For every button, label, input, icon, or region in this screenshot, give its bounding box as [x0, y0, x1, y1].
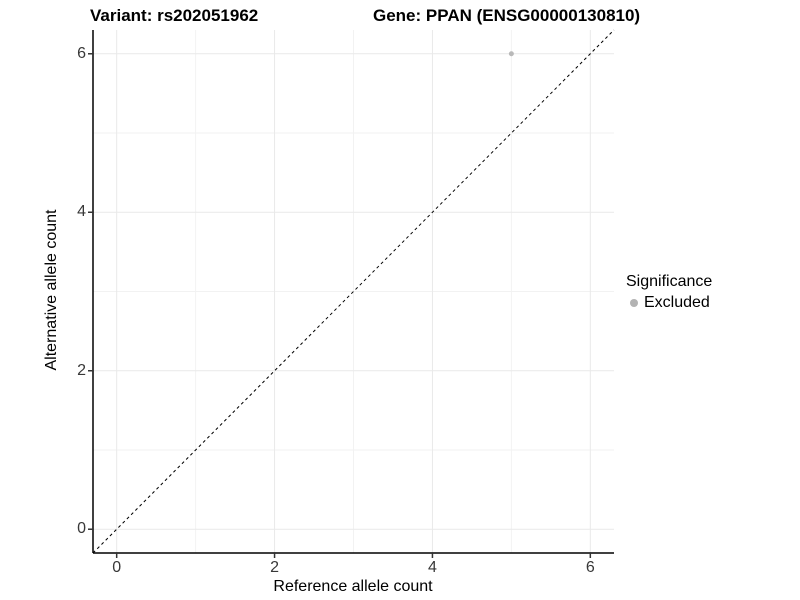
legend-entry-label: Excluded: [644, 294, 710, 311]
y-axis-title: Alternative allele count: [43, 209, 60, 371]
x-tick-label: 2: [270, 559, 279, 576]
data-point: [508, 51, 514, 57]
y-tick-label: 0: [77, 520, 86, 538]
x-axis-title: Reference allele count: [273, 578, 433, 595]
y-tick-label: 2: [77, 361, 86, 379]
variant-title: Variant: rs202051962: [90, 6, 259, 25]
legend-entry-excluded: Excluded: [630, 293, 712, 313]
y-tick-label: 6: [77, 44, 86, 62]
gene-title: Gene: PPAN (ENSG00000130810): [373, 6, 641, 25]
y-tick-label: 4: [77, 203, 86, 221]
x-tick-label: 6: [585, 559, 595, 576]
legend-title: Significance: [626, 273, 713, 290]
x-tick-label: 0: [112, 559, 122, 576]
excluded-point-icon: [630, 299, 638, 307]
x-tick-label: 4: [427, 559, 437, 576]
legend: Significance Excluded: [626, 272, 712, 313]
